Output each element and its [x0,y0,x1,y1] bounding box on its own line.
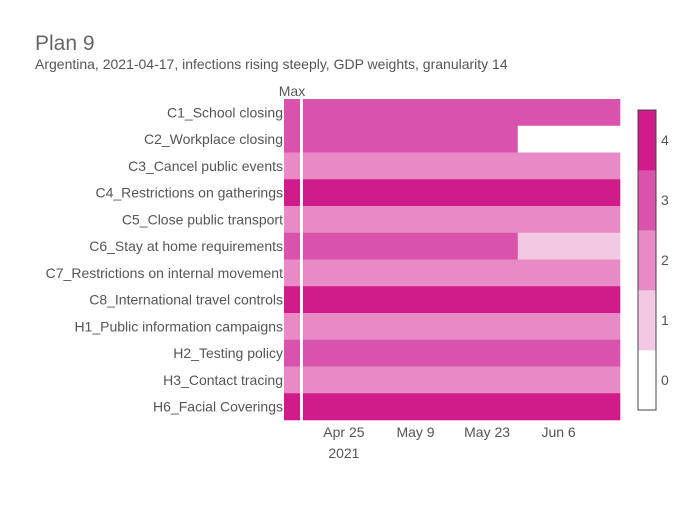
x-tick-label: Apr 25 [323,424,364,440]
heatmap-cell [517,339,621,367]
max-cell [284,232,300,260]
row-label: H2_Testing policy [173,345,283,361]
colorbar-outline [637,109,657,411]
heatmap-cell [517,366,621,394]
heatmap-cell [517,313,621,341]
max-cell [284,99,300,127]
row-label: H1_Public information campaigns [74,318,283,334]
x-axis: Apr 25 2021 May 9 May 23 Jun 6 [323,424,576,461]
row-label: C6_Stay at home requirements [89,238,283,254]
plan-heatmap [303,99,621,421]
max-cell [284,179,300,207]
heatmap-cell [517,286,621,314]
max-cell [284,286,300,314]
row-label: C7_Restrictions on internal movement [46,265,283,281]
row-label: C3_Cancel public events [128,158,283,174]
heatmap-cell [303,206,519,234]
colorbar-tick-label: 4 [661,132,669,148]
max-column [284,99,300,421]
x-tick-label: May 23 [464,424,510,440]
max-cell [284,125,300,153]
heatmap-cell [303,179,519,207]
max-cell [284,152,300,180]
colorbar-swatch [638,230,656,291]
heatmap-cell [303,259,519,287]
heatmap-cell [303,125,519,153]
colorbar: 0 1 2 3 4 [637,109,669,411]
colorbar-swatch [638,350,656,411]
max-cell [284,366,300,394]
heatmap-cell [303,286,519,314]
colorbar-tick-label: 2 [661,252,669,268]
heatmap-cell [517,152,621,180]
heatmap-cell [303,232,519,260]
heatmap-cell [517,393,621,421]
row-labels: C1_School closing C2_Workplace closing C3_… [46,104,283,414]
x-tick-label: May 9 [396,424,434,440]
heatmap-cell [517,232,621,260]
row-label: H3_Contact tracing [163,372,283,388]
max-cell [284,206,300,234]
chart-title: Plan 9 [35,32,95,55]
colorbar-tick-label: 1 [661,312,669,328]
heatmap-cell [303,339,519,367]
max-cell [284,259,300,287]
heatmap-cell [517,259,621,287]
heatmap-cell [517,179,621,207]
x-tick-sublabel: 2021 [328,445,359,461]
heatmap-cell [303,313,519,341]
colorbar-tick-label: 3 [661,192,669,208]
heatmap-cell [303,366,519,394]
x-tick-label: Jun 6 [541,424,575,440]
heatmap-cell [303,99,519,127]
colorbar-tick-label: 0 [661,372,669,388]
row-label: H6_Facial Coverings [153,399,283,415]
colorbar-swatch [638,290,656,351]
colorbar-swatch [638,170,656,231]
heatmap-cell [517,125,621,153]
chart-subtitle: Argentina, 2021-04-17, infections rising… [35,56,508,72]
heatmap-cell [303,152,519,180]
row-label: C4_Restrictions on gatherings [95,185,283,201]
row-label: C2_Workplace closing [144,131,283,147]
row-label: C8_International travel controls [89,292,283,308]
max-column-label: Max [279,83,305,99]
max-cell [284,313,300,341]
heatmap-cell [303,393,519,421]
heatmap-cell [517,206,621,234]
row-label: C5_Close public transport [122,211,283,227]
max-cell [284,339,300,367]
row-label: C1_School closing [167,104,283,120]
colorbar-swatch [638,110,656,171]
heatmap-cell [517,99,621,127]
max-cell [284,393,300,421]
